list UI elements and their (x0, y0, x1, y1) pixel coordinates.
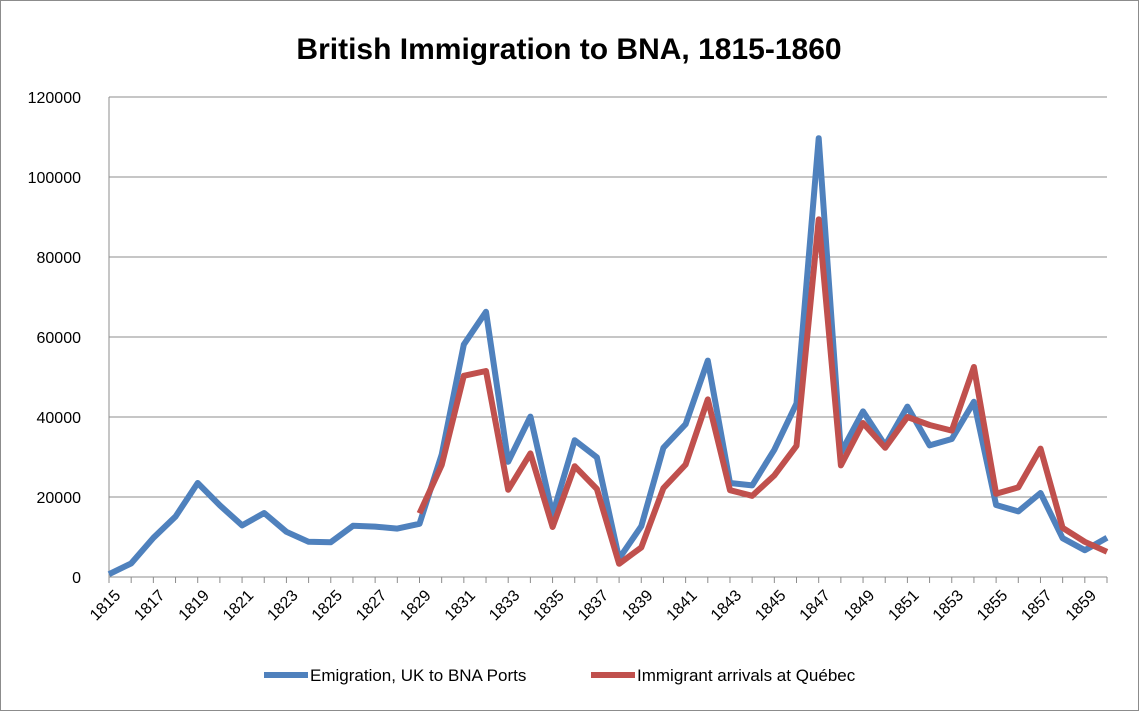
x-tick-label: 1851 (885, 587, 922, 624)
y-axis-tick-labels: 0 20000 40000 60000 80000 100000 120000 (28, 90, 81, 587)
y-tick-label: 0 (72, 570, 81, 587)
y-tick-label: 20000 (37, 490, 82, 507)
chart-title: British Immigration to BNA, 1815-1860 (296, 33, 841, 66)
x-tick-label: 1829 (397, 587, 434, 624)
x-tick-label: 1815 (87, 587, 124, 624)
legend-label-1: Emigration, UK to BNA Ports (310, 666, 526, 685)
series-line-2 (416, 216, 1109, 567)
x-tick-label: 1819 (176, 587, 213, 624)
x-tick-label: 1857 (1018, 587, 1055, 624)
gridlines (109, 96, 1107, 498)
y-tick-label: 120000 (28, 90, 81, 107)
x-tick-label: 1825 (309, 587, 346, 624)
x-tick-label: 1843 (708, 587, 745, 624)
legend: Emigration, UK to BNA Ports Immigrant arr… (264, 666, 856, 685)
x-tick-label: 1853 (930, 587, 967, 624)
y-tick-label: 40000 (37, 410, 82, 427)
x-tick-label: 1833 (486, 587, 523, 624)
y-tick-label: 100000 (28, 170, 81, 187)
x-tick-label: 1845 (752, 587, 789, 624)
x-tick-label: 1855 (974, 587, 1011, 624)
x-tick-label: 1849 (841, 587, 878, 624)
y-tick-label: 80000 (37, 250, 82, 267)
series-line-1 (107, 135, 1109, 577)
y-tick-label: 60000 (37, 330, 82, 347)
x-tick-label: 1839 (619, 587, 656, 624)
x-tick-label: 1841 (664, 587, 701, 624)
x-tick-label: 1835 (531, 587, 568, 624)
x-tick-label: 1847 (797, 587, 834, 624)
x-axis-tick-labels: 1815 1817 1819 1821 1823 1825 1827 1829 1831 1833… (87, 587, 1100, 624)
x-tick-label: 1831 (442, 587, 479, 624)
x-tick-label: 1823 (264, 587, 301, 624)
axes (108, 97, 1108, 583)
series-lines (107, 135, 1109, 577)
x-tick-label: 1817 (131, 587, 168, 624)
x-tick-label: 1859 (1063, 587, 1100, 624)
legend-label-2: Immigrant arrivals at Québec (637, 666, 856, 685)
x-tick-label: 1827 (353, 587, 390, 624)
x-tick-label: 1821 (220, 587, 257, 624)
x-tick-label: 1837 (575, 587, 612, 624)
